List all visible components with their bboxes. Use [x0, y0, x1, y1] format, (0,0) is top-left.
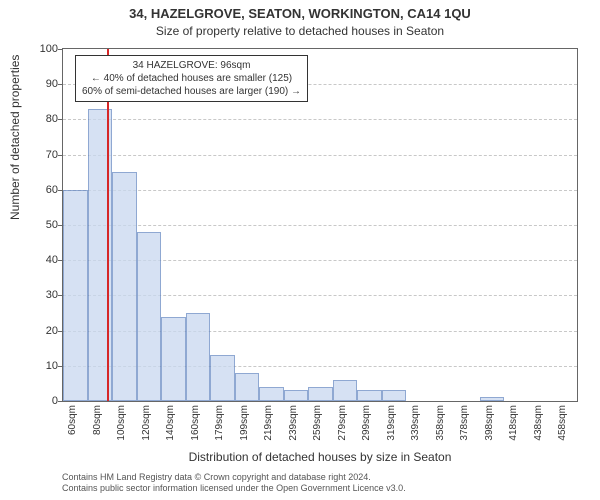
xtick-label: 259sqm — [312, 405, 323, 449]
ytick-mark — [58, 49, 63, 50]
annotation-box: 34 HAZELGROVE: 96sqm← 40% of detached ho… — [75, 55, 308, 102]
histogram-bar — [259, 387, 284, 401]
xtick-label: 299sqm — [361, 405, 372, 449]
chart-subtitle: Size of property relative to detached ho… — [0, 24, 600, 38]
histogram-bar — [382, 390, 407, 401]
histogram-bar — [63, 190, 88, 401]
xtick-label: 179sqm — [214, 405, 225, 449]
plot-area: 34 HAZELGROVE: 96sqm← 40% of detached ho… — [62, 48, 578, 402]
ytick-mark — [58, 155, 63, 156]
ytick-label: 0 — [28, 395, 58, 407]
gridline — [63, 155, 577, 156]
histogram-bar — [284, 390, 309, 401]
y-axis-label: Number of detached properties — [8, 55, 22, 220]
footer-line-2: Contains public sector information licen… — [62, 483, 578, 494]
ytick-label: 20 — [28, 325, 58, 337]
histogram-bar — [161, 317, 186, 401]
histogram-bar — [333, 380, 358, 401]
annotation-line: ← 40% of detached houses are smaller (12… — [82, 72, 301, 85]
ytick-mark — [58, 401, 63, 402]
gridline — [63, 225, 577, 226]
ytick-label: 90 — [28, 78, 58, 90]
footer-line-1: Contains HM Land Registry data © Crown c… — [62, 472, 578, 483]
annotation-line: 34 HAZELGROVE: 96sqm — [82, 59, 301, 72]
gridline — [63, 190, 577, 191]
xtick-label: 279sqm — [337, 405, 348, 449]
histogram-bar — [235, 373, 260, 401]
xtick-label: 239sqm — [288, 405, 299, 449]
xtick-label: 438sqm — [533, 405, 544, 449]
gridline — [63, 119, 577, 120]
xtick-label: 219sqm — [263, 405, 274, 449]
xtick-label: 319sqm — [386, 405, 397, 449]
ytick-label: 50 — [28, 219, 58, 231]
histogram-bar — [112, 172, 137, 401]
histogram-bar — [137, 232, 162, 401]
xtick-label: 120sqm — [141, 405, 152, 449]
xtick-label: 358sqm — [435, 405, 446, 449]
ytick-mark — [58, 119, 63, 120]
xtick-label: 80sqm — [92, 405, 103, 449]
xtick-label: 398sqm — [484, 405, 495, 449]
ytick-label: 10 — [28, 360, 58, 372]
xtick-label: 199sqm — [239, 405, 250, 449]
ytick-label: 70 — [28, 149, 58, 161]
ytick-label: 80 — [28, 113, 58, 125]
xtick-label: 100sqm — [116, 405, 127, 449]
histogram-bar — [308, 387, 333, 401]
annotation-line: 60% of semi-detached houses are larger (… — [82, 85, 301, 98]
ytick-label: 100 — [28, 43, 58, 55]
xtick-label: 378sqm — [459, 405, 470, 449]
histogram-bar — [210, 355, 235, 401]
ytick-mark — [58, 84, 63, 85]
ytick-label: 40 — [28, 254, 58, 266]
attribution-footer: Contains HM Land Registry data © Crown c… — [62, 472, 578, 494]
chart-title: 34, HAZELGROVE, SEATON, WORKINGTON, CA14… — [0, 6, 600, 21]
ytick-label: 30 — [28, 289, 58, 301]
ytick-label: 60 — [28, 184, 58, 196]
xtick-label: 160sqm — [190, 405, 201, 449]
histogram-bar — [480, 397, 505, 401]
xtick-label: 339sqm — [410, 405, 421, 449]
xtick-label: 140sqm — [165, 405, 176, 449]
xtick-label: 458sqm — [557, 405, 568, 449]
xtick-label: 418sqm — [508, 405, 519, 449]
histogram-bar — [357, 390, 382, 401]
xtick-label: 60sqm — [67, 405, 78, 449]
histogram-bar — [186, 313, 211, 401]
x-axis-label: Distribution of detached houses by size … — [62, 450, 578, 464]
chart-container: 34, HAZELGROVE, SEATON, WORKINGTON, CA14… — [0, 0, 600, 500]
